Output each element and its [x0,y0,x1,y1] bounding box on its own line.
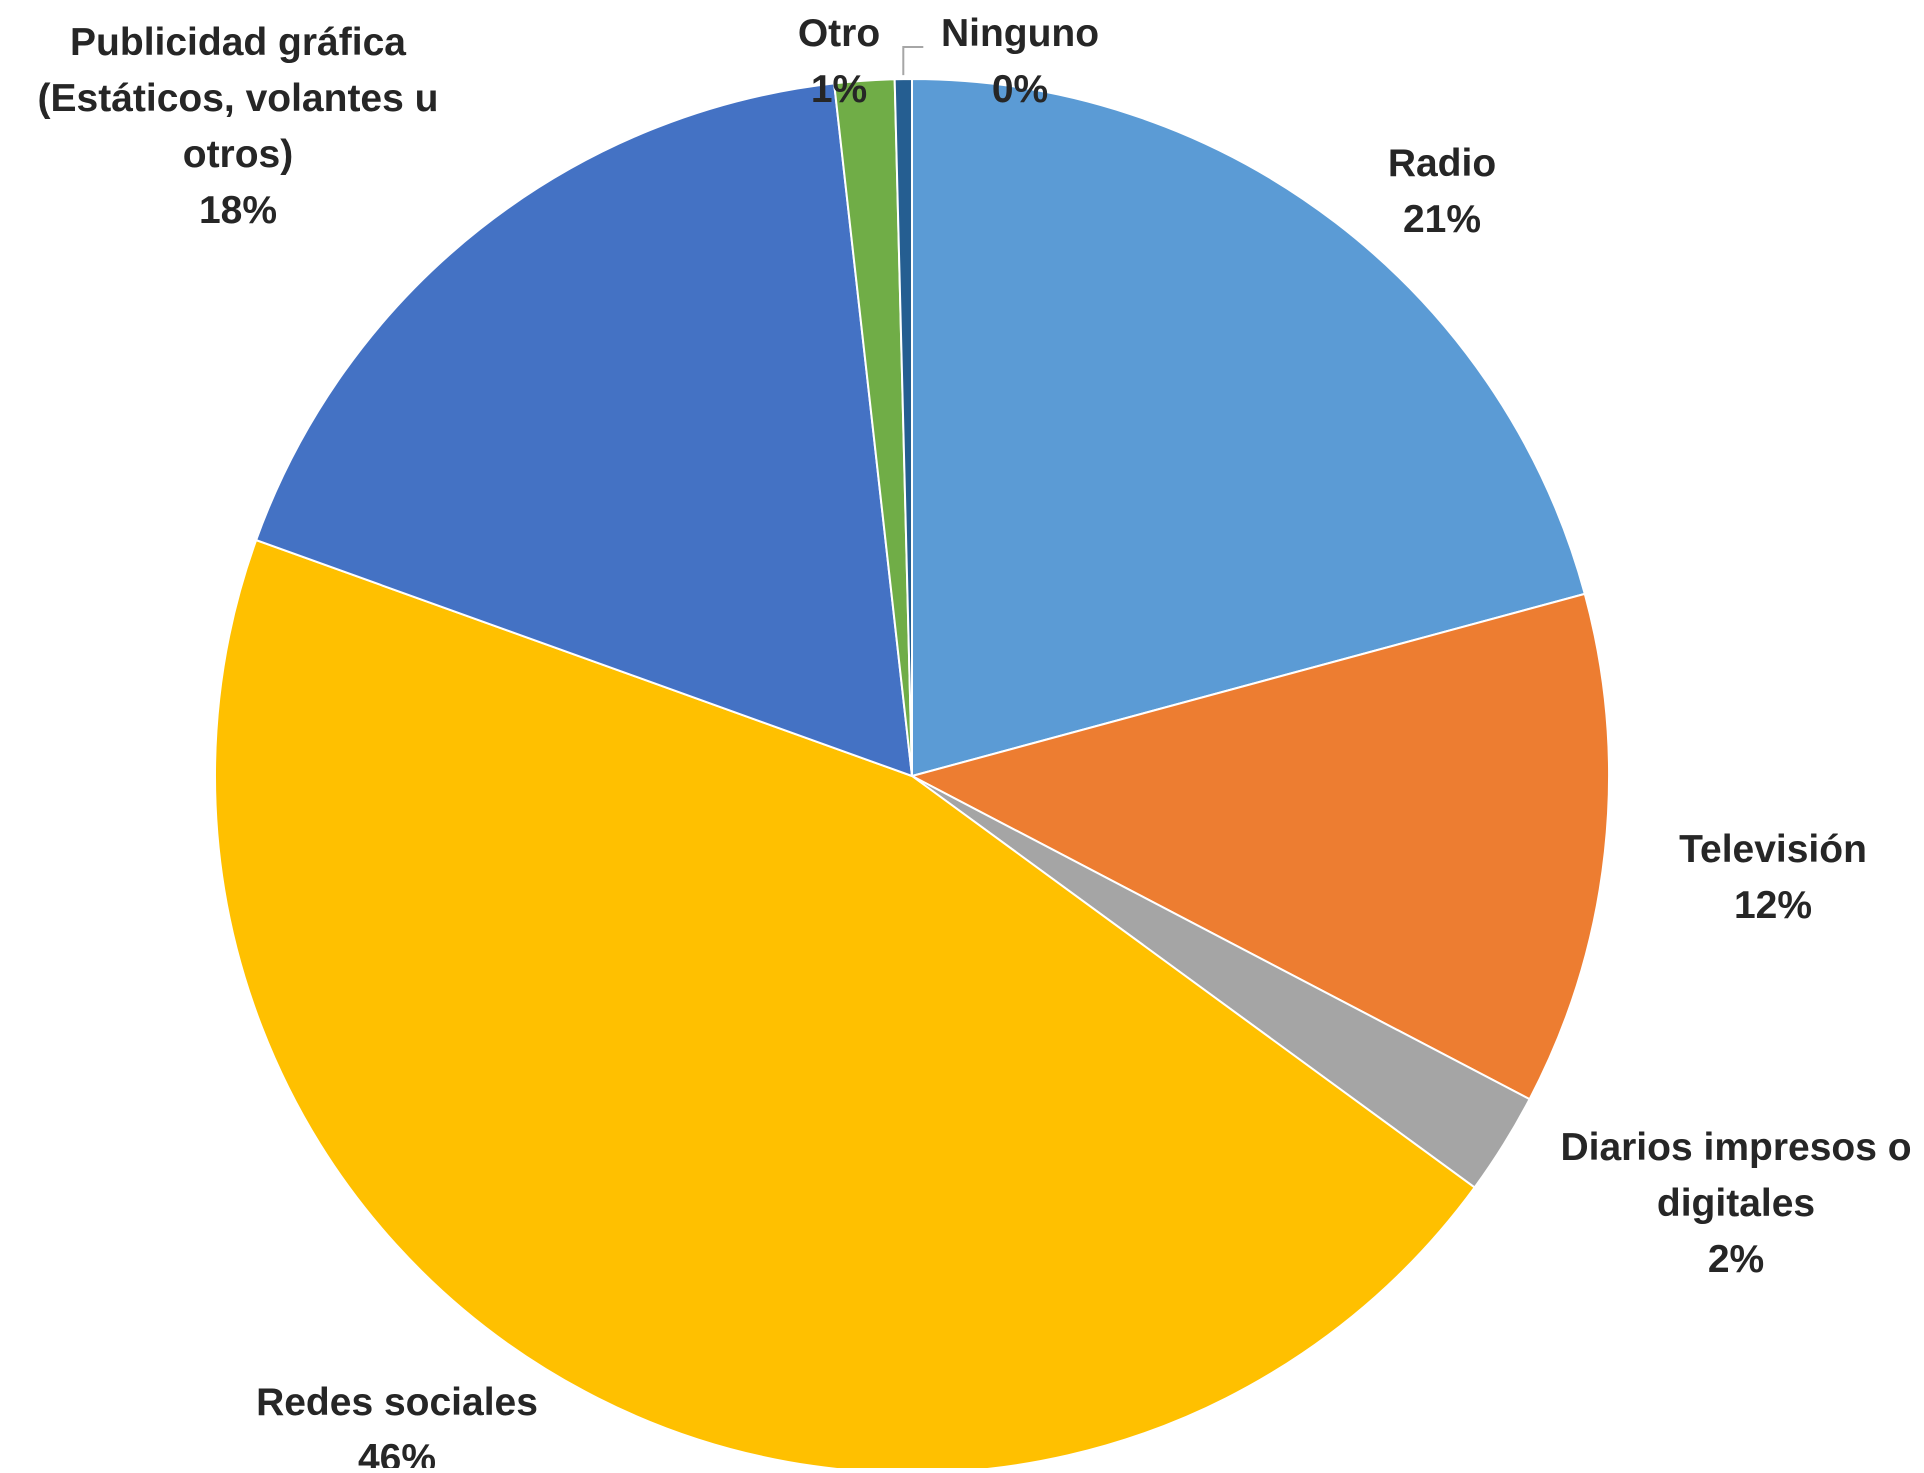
slice-label-3: Redes sociales 46% [256,1381,538,1468]
slice-label-4: Publicidad gráfica (Estáticos, volantes u… [38,21,439,232]
pie-slice-1 [909,592,1610,1101]
pie-slices [213,77,1610,1473]
leader-lines [902,46,924,76]
slice-label-line-0-0: Radio [1388,142,1496,185]
slice-label-1: Televisión 12% [1679,828,1867,927]
slice-label-6: Ninguno 0% [941,12,1099,111]
slice-label-line-2-0: Diarios impresos o [1560,1126,1911,1169]
pie-slice-0 [911,77,1587,778]
leader-line-6 [902,46,924,76]
slice-label-line-4-2: otros) [183,133,294,176]
slice-label-line-4-1: (Estáticos, volantes u [38,77,439,120]
slice-label-5: Otro 1% [798,12,880,111]
slice-percent-6: 0% [992,68,1048,111]
slice-label-line-1-0: Televisión [1679,828,1867,871]
pie-slice-3 [213,538,1477,1473]
slice-percent-1: 12% [1734,884,1812,927]
pie-slice-4 [254,82,914,778]
slice-label-line-5-0: Otro [798,12,880,55]
slice-label-line-2-1: digitales [1657,1182,1815,1225]
slice-percent-0: 21% [1403,198,1481,241]
slice-percent-4: 18% [199,189,277,232]
slice-percent-5: 1% [811,68,867,111]
slice-label-line-3-0: Redes sociales [256,1381,538,1424]
slice-labels: Radio 21% Televisión 12% Diarios impresos o d… [38,12,1912,1473]
pie-slice-6 [893,77,913,777]
slice-percent-2: 2% [1708,1238,1764,1281]
slice-label-2: Diarios impresos o digitales 2% [1560,1126,1911,1281]
slice-label-0: Radio 21% [1388,142,1496,241]
slice-label-line-4-0: Publicidad gráfica [70,21,406,64]
slice-percent-3: 46% [358,1437,436,1468]
slice-label-line-6-0: Ninguno [941,12,1099,55]
